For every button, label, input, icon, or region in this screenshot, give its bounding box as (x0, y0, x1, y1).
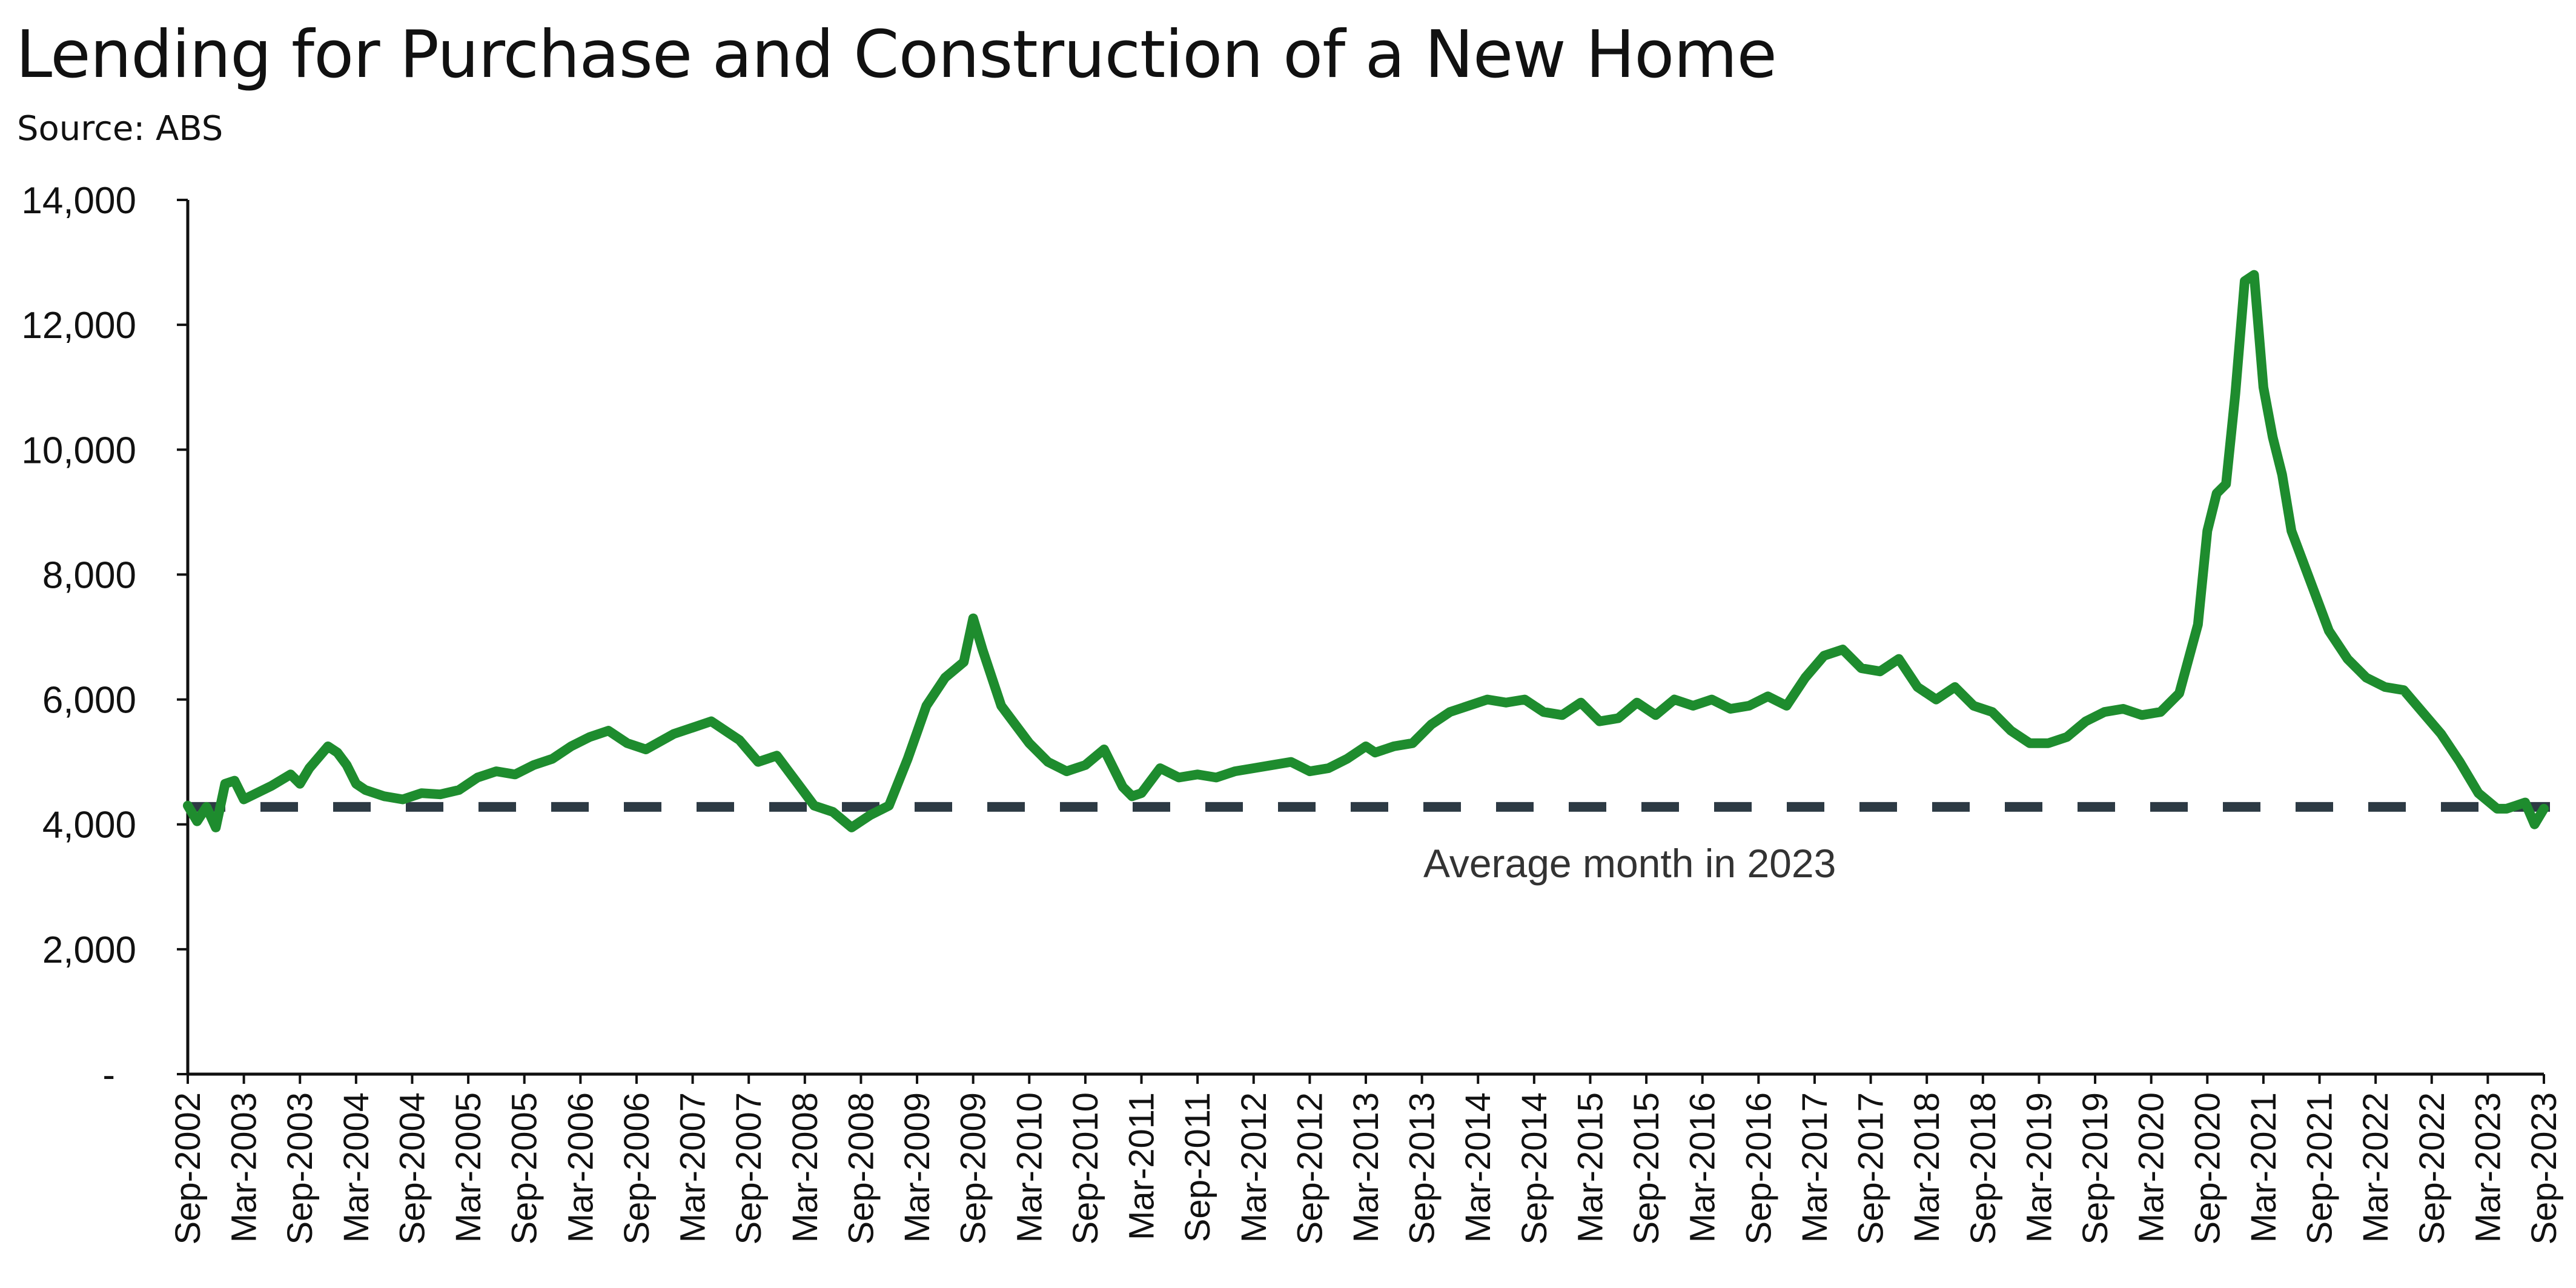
x-tick-label: Mar-2007 (674, 1092, 713, 1243)
x-tick-label: Sep-2017 (1852, 1092, 1891, 1245)
x-tick-label: Sep-2005 (505, 1092, 545, 1245)
x-tick-label: Mar-2013 (1346, 1092, 1386, 1243)
x-tick-label: Sep-2007 (729, 1092, 769, 1245)
x-tick-label: Sep-2022 (2412, 1092, 2452, 1245)
x-tick-label: Mar-2012 (1234, 1092, 1274, 1243)
x-tick-label: Sep-2009 (954, 1092, 993, 1245)
x-tick-label: Sep-2021 (2300, 1092, 2340, 1245)
x-tick-label: Sep-2010 (1066, 1092, 1105, 1245)
y-tick-label: - (102, 1054, 115, 1096)
x-tick-label: Mar-2016 (1683, 1092, 1723, 1243)
x-tick-label: Sep-2019 (2076, 1092, 2115, 1245)
y-tick-label: 14,000 (21, 180, 136, 222)
x-tick-label: Sep-2015 (1627, 1092, 1666, 1245)
x-tick-label: Sep-2003 (280, 1092, 320, 1245)
y-tick-label: 6,000 (42, 680, 136, 722)
y-axis-ticks: - 2,000 4,000 6,000 8,000 10,000 12,000 14,000 (21, 180, 188, 1096)
x-tick-label: Sep-2002 (168, 1092, 208, 1245)
reference-line-label: Average month in 2023 (1423, 841, 1836, 886)
y-tick-label: 12,000 (21, 305, 136, 347)
y-tick-label: 8,000 (42, 554, 136, 596)
x-tick-label: Sep-2011 (1178, 1092, 1217, 1242)
series-line (183, 270, 2549, 832)
x-tick-label: Sep-2012 (1290, 1092, 1329, 1245)
x-tick-label: Mar-2014 (1459, 1092, 1498, 1243)
x-tick-label: Mar-2020 (2132, 1092, 2171, 1243)
x-tick-label: Mar-2021 (2244, 1092, 2283, 1243)
x-axis-ticks: Sep-2002 Mar-2003 Sep-2003 Mar-2004 Sep-2004… (168, 1074, 2564, 1245)
x-tick-label: Sep-2006 (617, 1092, 657, 1245)
x-tick-label: Mar-2019 (2019, 1092, 2059, 1243)
x-tick-label: Mar-2018 (1907, 1092, 1947, 1243)
x-tick-label: Mar-2011 (1122, 1092, 1162, 1240)
x-tick-label: Mar-2023 (2468, 1092, 2508, 1243)
x-tick-label: Mar-2004 (337, 1092, 376, 1243)
x-tick-label: Mar-2022 (2356, 1092, 2396, 1243)
x-tick-label: Sep-2020 (2188, 1092, 2227, 1245)
y-tick-label: 2,000 (42, 929, 136, 971)
x-tick-label: Sep-2008 (841, 1092, 881, 1245)
x-tick-label: Sep-2014 (1515, 1092, 1554, 1245)
x-tick-label: Mar-2008 (786, 1092, 825, 1243)
x-tick-label: Sep-2016 (1739, 1092, 1778, 1245)
x-tick-label: Mar-2010 (1010, 1092, 1049, 1243)
x-tick-label: Sep-2018 (1964, 1092, 2003, 1245)
y-tick-label: 10,000 (21, 430, 136, 471)
x-tick-label: Mar-2005 (449, 1092, 488, 1243)
chart-subtitle: Source: ABS (17, 109, 223, 148)
x-tick-label: Mar-2006 (561, 1092, 600, 1243)
x-tick-label: Mar-2003 (225, 1092, 264, 1243)
x-tick-label: Mar-2017 (1795, 1092, 1835, 1243)
chart-title: Lending for Purchase and Construction of… (16, 17, 1777, 93)
x-tick-label: Sep-2004 (392, 1092, 432, 1245)
x-tick-label: Sep-2013 (1403, 1092, 1442, 1245)
y-tick-label: 4,000 (42, 805, 136, 846)
x-tick-label: Mar-2009 (898, 1092, 937, 1243)
x-tick-label: Sep-2023 (2525, 1092, 2564, 1245)
x-tick-label: Mar-2015 (1571, 1092, 1610, 1243)
